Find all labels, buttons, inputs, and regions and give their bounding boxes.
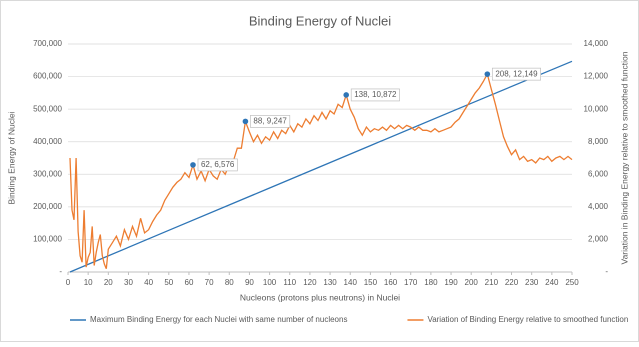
y-tick-label: 400,000	[33, 137, 62, 146]
x-tick-label: 30	[124, 278, 133, 287]
annotation-point	[242, 118, 249, 125]
chart-title: Binding Energy of Nuclei	[249, 13, 391, 28]
x-tick-label: 110	[283, 278, 296, 287]
x-tick-label: 0	[66, 278, 71, 287]
x-tick-label: 230	[525, 278, 539, 287]
y-axis-title: Binding Energy of Nuclei	[6, 111, 16, 204]
x-tick-label: 10	[84, 278, 93, 287]
x-tick-label: 150	[364, 278, 378, 287]
y2-tick-label: 2,000	[588, 235, 609, 244]
y2-tick-label: 12,000	[584, 72, 609, 81]
x-tick-label: 240	[545, 278, 559, 287]
annotation-label: 62, 6,576	[201, 160, 235, 169]
y2-tick-label: 10,000	[584, 104, 609, 113]
y-tick-label: 300,000	[33, 169, 62, 178]
x-tick-label: 190	[444, 278, 458, 287]
series-line	[69, 60, 573, 273]
x-tick-label: 100	[263, 278, 277, 287]
annotation-box	[491, 67, 541, 81]
x-tick-label: 80	[225, 278, 234, 287]
x-tick-label: 180	[424, 278, 438, 287]
y-tick-label: 100,000	[33, 235, 62, 244]
x-tick-label: 200	[465, 278, 479, 287]
annotation-box	[250, 115, 291, 128]
series-line	[69, 72, 573, 269]
y2-tick-label: 14,000	[584, 39, 609, 48]
x-axis-title: Nucleons (protons plus neutrons) in Nucl…	[240, 292, 400, 302]
annotation-label: 88, 9,247	[253, 117, 287, 126]
x-tick-label: 220	[505, 278, 519, 287]
legend-label: Maximum Binding Energy for each Nuclei w…	[90, 315, 347, 324]
y2-tick-label: -	[605, 267, 608, 276]
legend-label: Variation of Binding Energy relative to …	[427, 315, 628, 324]
x-tick-label: 50	[164, 278, 173, 287]
x-tick-label: 160	[384, 278, 398, 287]
y2-axis-title: Variation in Binding Energy relative to …	[619, 51, 629, 264]
x-tick-label: 60	[185, 278, 194, 287]
y-tick-label: 600,000	[33, 72, 62, 81]
y-tick-label: 700,000	[33, 39, 62, 48]
y-tick-label: 500,000	[33, 104, 62, 113]
annotation-point	[343, 92, 350, 98]
x-tick-label: 130	[323, 278, 337, 287]
x-tick-label: 170	[404, 278, 418, 287]
x-tick-label: 90	[245, 278, 254, 287]
x-tick-label: 70	[205, 278, 214, 287]
annotation-box	[350, 88, 400, 102]
annotation-point	[190, 162, 196, 168]
x-tick-label: 250	[565, 278, 579, 287]
y-tick-label: -	[59, 267, 62, 276]
x-tick-label: 210	[485, 278, 499, 287]
x-tick-label: 20	[104, 278, 113, 287]
y2-tick-label: 8,000	[588, 137, 609, 146]
annotation-label: 138, 10,872	[354, 90, 397, 99]
y2-tick-label: 6,000	[588, 169, 609, 178]
y2-tick-label: 4,000	[588, 202, 609, 211]
y-tick-label: 200,000	[33, 202, 62, 211]
annotation-box	[197, 158, 238, 172]
annotation-label: 208, 12,149	[495, 69, 538, 78]
x-tick-label: 140	[344, 278, 358, 287]
x-tick-label: 120	[303, 278, 317, 287]
x-tick-label: 40	[144, 278, 153, 287]
annotation-point	[484, 71, 491, 77]
